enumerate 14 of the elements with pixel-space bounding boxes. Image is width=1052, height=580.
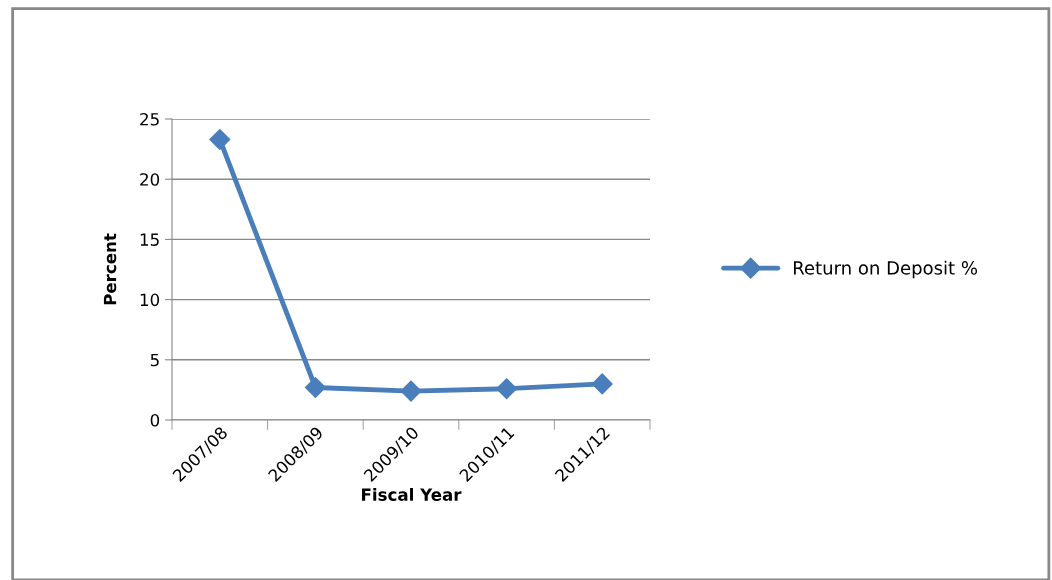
- y-tick-label: 10: [140, 293, 160, 307]
- point: [496, 378, 518, 400]
- point: [209, 128, 231, 150]
- point: [400, 380, 422, 402]
- y-tick-label: 20: [140, 173, 160, 186]
- y-axis-title: Percent: [103, 233, 117, 305]
- legend-label: Return on Deposit %: [793, 260, 978, 279]
- point: [591, 373, 613, 395]
- point: [304, 376, 326, 399]
- x-axis-title: Fiscal Year: [362, 488, 462, 501]
- y-tick-label: 15: [140, 233, 159, 246]
- y-tick-label: 25: [140, 112, 159, 126]
- y-tick-label: 5: [150, 353, 159, 367]
- y-tick-label: 0: [150, 413, 160, 427]
